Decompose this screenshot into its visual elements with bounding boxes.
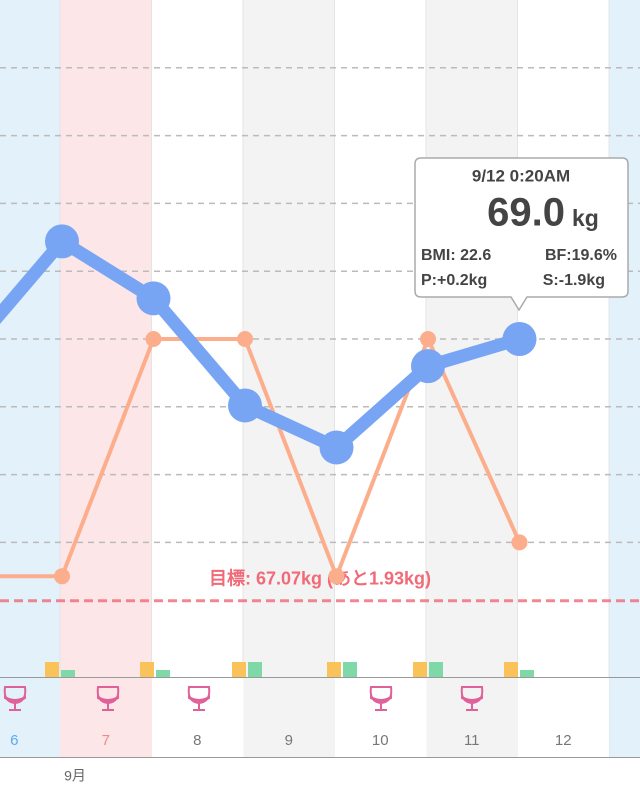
data-point (54, 568, 70, 585)
column-bg (609, 0, 640, 757)
activity-bars (45, 662, 534, 677)
icon (140, 662, 154, 677)
plot: 目標: 67.07kg (あと1.93kg) (0, 224, 640, 603)
icon (61, 670, 75, 677)
column-bg (0, 678, 60, 757)
target-label: 目標: 67.07kg (あと1.93kg) (209, 567, 431, 588)
column-bg (426, 678, 518, 757)
wine-icon (3, 686, 27, 711)
tooltip-date: 9/12 0:20AM (472, 166, 570, 185)
data-point (502, 322, 537, 356)
tooltip-box (414, 157, 629, 312)
x-labels: 6 7 8 9 10 11 12 (10, 732, 572, 749)
icon (327, 662, 341, 677)
data-point (511, 534, 528, 551)
tooltip-bf: BF:19.6% (545, 247, 617, 264)
icon (156, 670, 170, 677)
tooltip-p: P:+0.2kg (421, 272, 487, 289)
wine-icons (3, 686, 484, 711)
icon (429, 662, 443, 677)
x-tick-label: 11 (464, 732, 480, 749)
column-bg (243, 678, 335, 757)
data-point (328, 568, 345, 585)
data-point (145, 331, 162, 347)
x-tick-label: 9 (285, 732, 293, 749)
column-bg (426, 0, 518, 757)
x-tick-label: 12 (555, 732, 572, 749)
column-bg (243, 0, 335, 757)
data-point (45, 224, 79, 259)
wine-icon (187, 686, 211, 711)
icon (504, 662, 518, 677)
wine-icon (369, 686, 393, 711)
icon (413, 662, 427, 677)
x-tick-label: 10 (372, 732, 389, 749)
tooltip-weight: 69.0 (487, 191, 565, 235)
x-tick-label: 7 (102, 732, 110, 749)
data-point (136, 281, 171, 316)
tooltip-unit: kg (572, 205, 599, 231)
x-tick-label: 6 (10, 732, 18, 749)
wine-icon (460, 686, 484, 711)
icon (45, 662, 59, 677)
data-point (420, 331, 436, 347)
wine-icon (96, 686, 120, 711)
tooltip: 9/12 0:20AM 69.0 kg BMI: 22.6 BF:19.6% P… (414, 157, 629, 312)
data-point (411, 349, 445, 384)
data-point (237, 331, 253, 347)
day-columns (0, 0, 640, 757)
column-bg (60, 678, 152, 757)
x-tick-label: 8 (193, 732, 201, 749)
data-point (319, 430, 354, 465)
column-bg (0, 0, 60, 757)
tooltip-s: S:-1.9kg (543, 272, 605, 289)
month-label: 9月 (64, 768, 86, 784)
icon (232, 662, 246, 677)
icon (343, 662, 357, 677)
icon (520, 670, 534, 677)
tooltip-bmi: BMI: 22.6 (421, 247, 491, 264)
data-point (228, 388, 262, 423)
icon (248, 662, 262, 677)
